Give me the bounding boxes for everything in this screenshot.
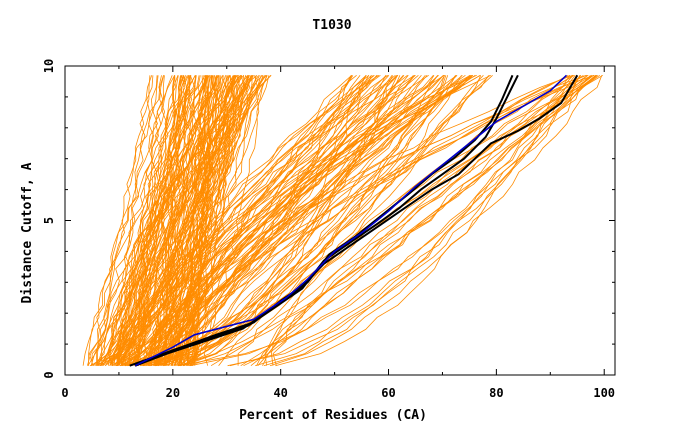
y-tick-label: 5 [42,217,56,224]
background-curve [124,75,352,366]
background-curve [130,75,367,366]
background-curve [97,75,250,366]
background-curve [269,75,603,367]
x-tick-label: 80 [489,386,503,400]
background-curve [240,74,598,367]
background-curve [143,74,419,366]
background-curve [170,75,235,366]
background-curve [229,75,597,367]
y-tick-label: 0 [42,371,56,378]
background-curve [155,75,484,367]
series-line [134,74,514,367]
background-curve [148,74,429,366]
series-line [134,74,568,367]
background-curve [143,74,595,366]
background-curve [162,75,398,367]
x-tick-label: 60 [381,386,395,400]
background-curve [102,75,242,366]
background-curve [159,74,481,366]
x-axis: 0 20 40 60 80 100 [61,66,615,400]
background-curve [117,75,151,366]
background-curve [190,74,597,367]
background-curve [100,75,207,366]
background-curve [117,74,477,366]
background-curve [120,74,472,366]
background-curve [210,75,574,367]
y-tick-label: 10 [42,59,56,73]
background-curve [178,74,598,367]
x-tick-label: 100 [593,386,615,400]
series-line [134,74,579,367]
background-curve [190,75,239,366]
background-curve [218,75,593,366]
y-axis-label: Distance Cutoff, A [20,162,35,303]
y-axis: 0 5 10 [42,59,615,379]
background-curve [90,75,238,367]
background-curve [155,74,568,366]
x-tick-label: 20 [166,386,180,400]
background-curve [262,74,594,366]
background-curve [139,75,401,366]
background-curve [116,74,380,366]
x-tick-label: 0 [61,386,68,400]
background-curve [138,74,396,366]
background-curve [95,75,207,367]
background-curve [88,75,196,366]
background-curve [275,75,576,367]
background-curve [87,75,153,366]
background-curve [182,75,493,367]
background-curve [119,75,435,367]
background-curve [140,75,409,367]
background-curve [170,75,387,366]
background-curve [178,75,581,367]
background-curve [101,75,192,366]
background-curve [127,75,372,367]
series-line [129,74,519,367]
background-curve [227,74,588,367]
background-curve [203,74,571,366]
background-curve [143,75,449,367]
background-curve [82,75,236,366]
x-tick-label: 40 [273,386,287,400]
chart-title: T1030 [312,18,351,33]
background-curves [82,74,604,367]
x-axis-label: Percent of Residues (CA) [239,408,427,423]
background-curve [192,75,230,366]
background-curve [117,74,381,366]
background-curve [130,75,444,367]
background-curve [136,75,372,366]
background-curve [88,75,175,366]
background-curve [107,75,253,366]
background-curve [173,75,352,366]
background-curve [157,75,398,367]
background-curve [96,75,164,366]
background-curve [148,75,457,367]
background-curve [129,74,399,366]
highlighted-curves [129,74,579,367]
background-curve [127,75,482,367]
background-curve [111,75,220,366]
background-curve [129,75,201,366]
background-curve [102,75,217,367]
background-curve [243,75,591,367]
background-curve [157,74,586,366]
background-curve [117,75,197,366]
background-curve [182,75,367,366]
background-curve [147,74,378,366]
background-curve [161,75,489,367]
background-curve [237,74,604,366]
background-curve [146,75,390,366]
background-curve [256,74,584,366]
background-curve [120,75,491,367]
